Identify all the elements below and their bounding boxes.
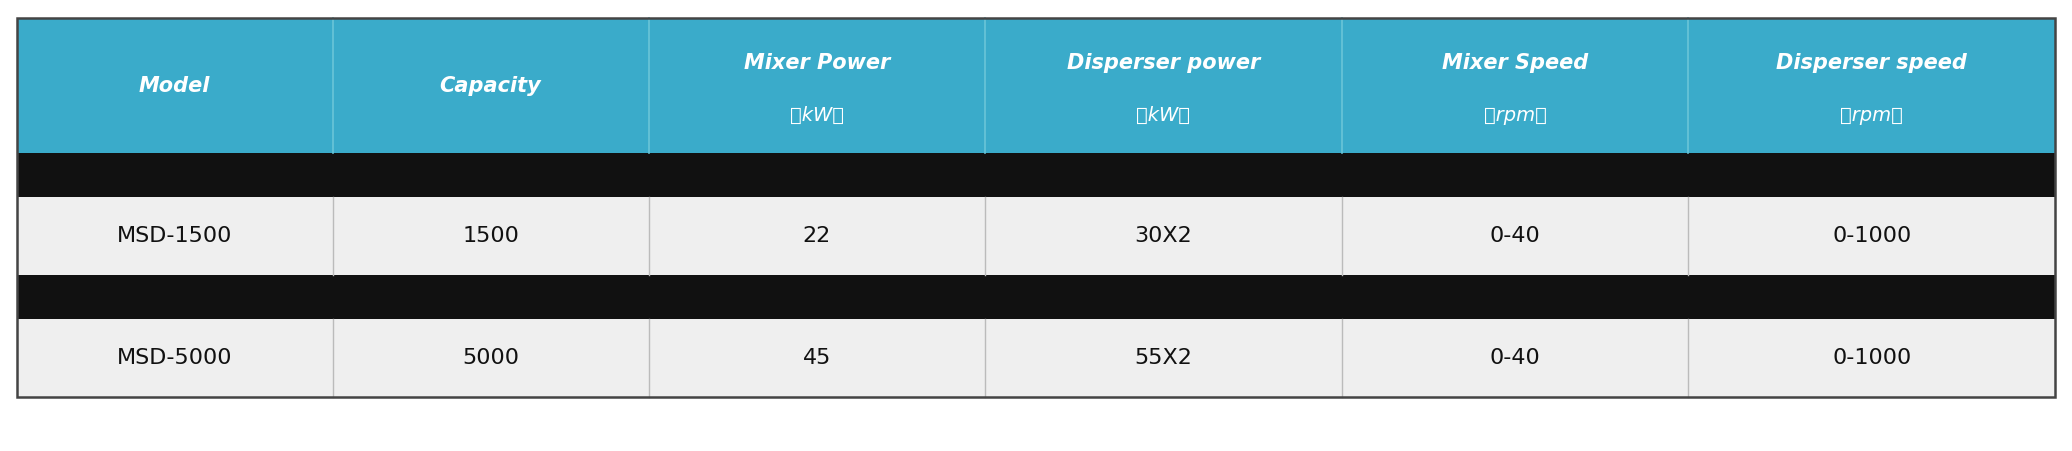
Text: （rpm）: （rpm） <box>1484 106 1546 125</box>
Bar <box>1689 18 2055 153</box>
Text: 0-1000: 0-1000 <box>1832 348 1912 368</box>
Text: 0-40: 0-40 <box>1490 226 1539 246</box>
Text: Capacity: Capacity <box>439 76 541 96</box>
Text: 55X2: 55X2 <box>1135 348 1191 368</box>
Bar <box>1689 197 2055 275</box>
Bar <box>984 319 1343 397</box>
Text: 30X2: 30X2 <box>1135 226 1191 246</box>
Text: Model: Model <box>139 76 209 96</box>
Bar <box>1343 319 1689 397</box>
Bar <box>17 197 334 275</box>
Text: （kW）: （kW） <box>789 106 843 125</box>
Bar <box>334 319 649 397</box>
Text: 5000: 5000 <box>462 348 520 368</box>
Bar <box>984 197 1343 275</box>
Text: 22: 22 <box>802 226 831 246</box>
Bar <box>1689 319 2055 397</box>
Text: 0-40: 0-40 <box>1490 348 1539 368</box>
Bar <box>17 153 2055 197</box>
Bar <box>649 319 984 397</box>
Text: （kW）: （kW） <box>1135 106 1191 125</box>
Text: 1500: 1500 <box>462 226 520 246</box>
Text: MSD-1500: MSD-1500 <box>116 226 232 246</box>
Bar <box>17 18 2055 397</box>
Bar <box>984 18 1343 153</box>
Bar <box>17 18 334 153</box>
Bar <box>1343 197 1689 275</box>
Bar <box>334 197 649 275</box>
Text: Mixer Power: Mixer Power <box>744 53 891 73</box>
Bar <box>1343 18 1689 153</box>
Text: （rpm）: （rpm） <box>1840 106 1904 125</box>
Bar <box>649 197 984 275</box>
Text: Mixer Speed: Mixer Speed <box>1442 53 1589 73</box>
Text: Disperser power: Disperser power <box>1067 53 1260 73</box>
Text: 45: 45 <box>802 348 831 368</box>
Text: MSD-5000: MSD-5000 <box>116 348 232 368</box>
Text: Disperser speed: Disperser speed <box>1776 53 1968 73</box>
Bar <box>334 18 649 153</box>
Text: 0-1000: 0-1000 <box>1832 226 1912 246</box>
Bar <box>17 275 2055 319</box>
Bar <box>17 319 334 397</box>
Bar <box>649 18 984 153</box>
